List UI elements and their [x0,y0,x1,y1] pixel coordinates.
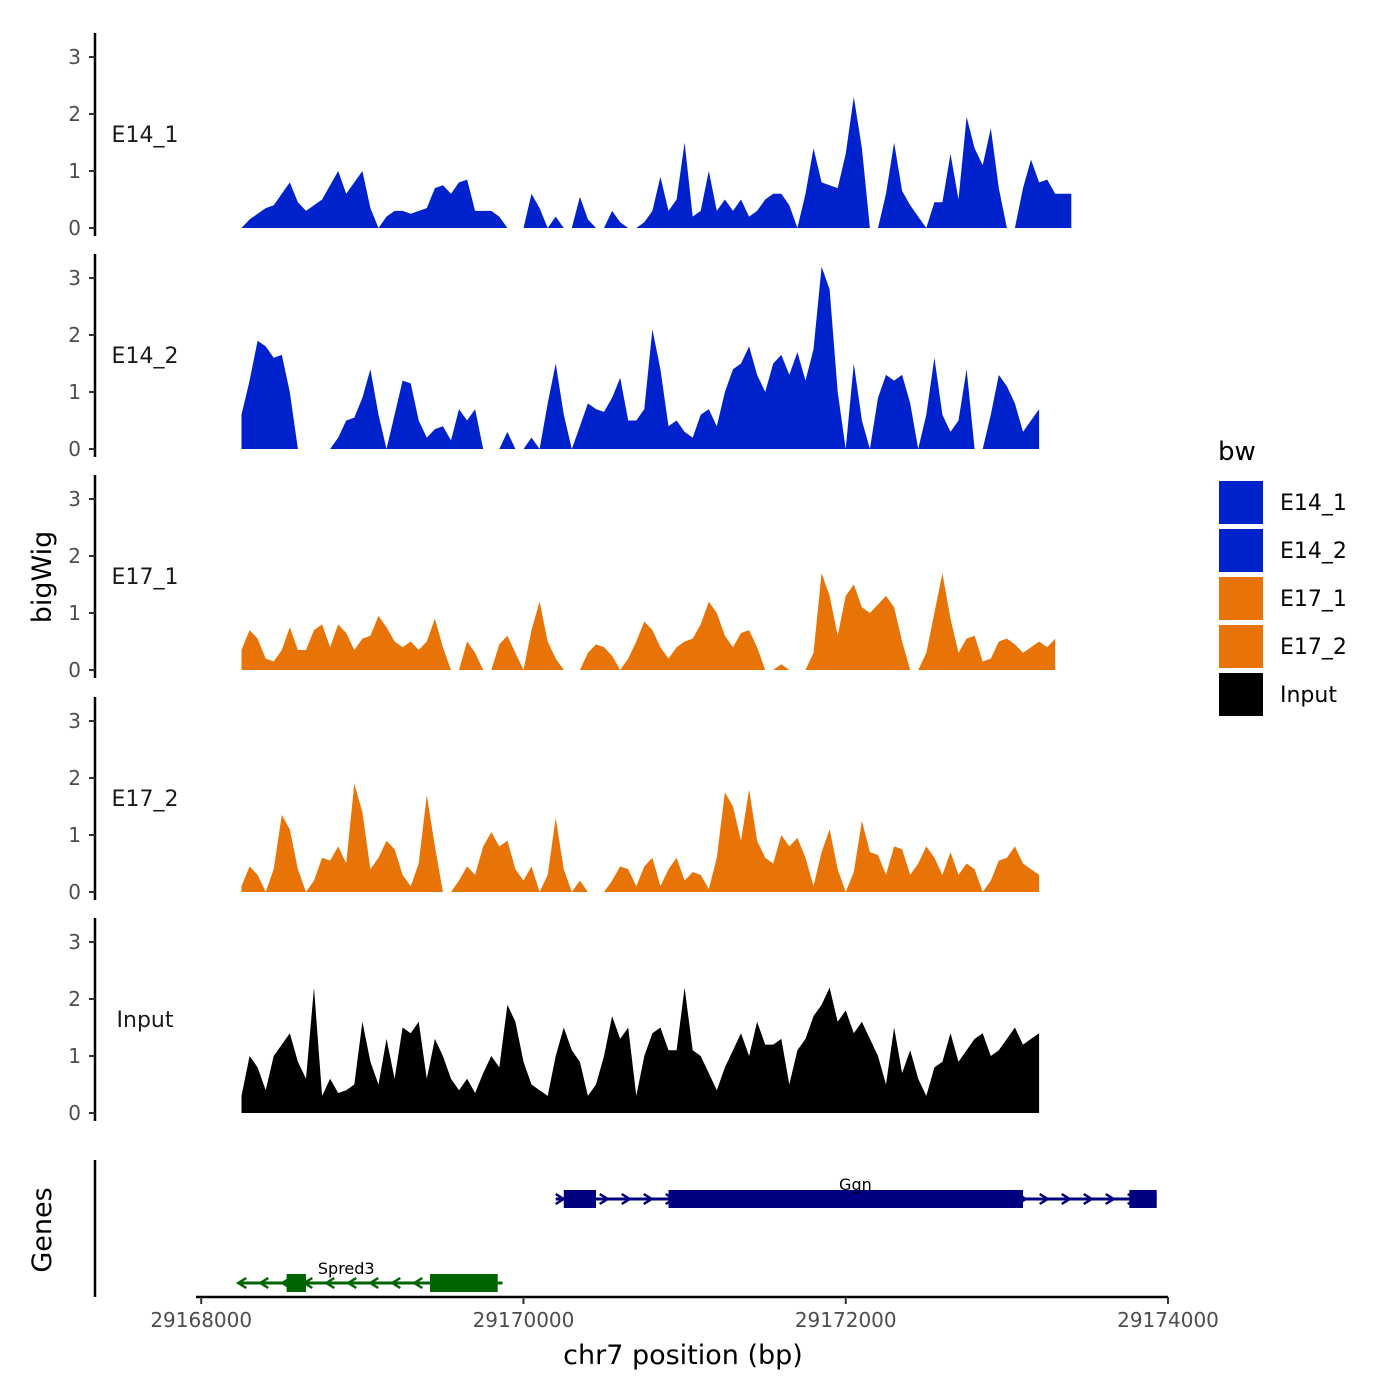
x-tick-label: 29168000 [150,1308,252,1332]
legend-swatch-e14_2 [1217,527,1265,574]
x-tick-label: 29170000 [473,1308,575,1332]
signal-track-e17_2: 0 1 2 3 E17_2 [68,697,1040,904]
y-tick-label: 1 [68,159,81,183]
gene-track-panel: Ggn Spred3 [93,1160,1157,1297]
y-tick-label: 0 [68,216,81,240]
y-tick-label: 3 [68,45,81,69]
legend-label-e17_2: E17_2 [1280,635,1347,660]
strand-arrow [323,1276,335,1290]
signal-area [241,96,1072,229]
gene-spred3: Spred3 [235,1259,503,1292]
legend-label-input: Input [1280,683,1337,708]
signal-area [241,783,1040,892]
signal-track-e17_1: 0 1 2 3 E17_1 [68,475,1056,682]
y-tick-label: 1 [68,823,81,847]
gene-label: Spred3 [318,1259,375,1278]
y-axis-title: bigWig [27,531,58,624]
gene-exon [430,1274,498,1292]
legend-title: bw [1218,437,1256,467]
gene-exon [958,1190,1023,1208]
y-tick-label: 0 [68,880,81,904]
gene-exon [563,1190,596,1208]
strand-arrow [257,1276,269,1290]
track-label: E17_2 [112,787,179,812]
y-tick-label: 2 [68,323,81,347]
strand-arrow [1061,1192,1073,1206]
y-tick-label: 0 [68,437,81,461]
legend-label-e14_2: E14_2 [1280,539,1347,564]
y-tick-label: 3 [68,930,81,954]
track-label: E17_1 [112,565,179,590]
strand-arrow [345,1276,357,1290]
strand-arrow [1039,1192,1051,1206]
signal-area [241,266,1040,449]
y-tick-label: 2 [68,102,81,126]
gene-label: Ggn [839,1175,872,1194]
strand-arrow [643,1192,655,1206]
y-tick-label: 3 [68,709,81,733]
y-tick-label: 3 [68,266,81,290]
y-tick-label: 1 [68,380,81,404]
strand-arrow [411,1276,423,1290]
signal-area [241,573,1056,670]
strand-arrow [1083,1192,1095,1206]
y-tick-label: 2 [68,987,81,1011]
x-axis-title: chr7 position (bp) [563,1340,803,1371]
gene-ggn: Ggn [555,1175,1157,1208]
track-label: E14_2 [112,344,179,369]
gene-exon [668,1190,975,1208]
legend: bw E14_1 E14_2 E17_1 E17_2 Input [1217,437,1347,718]
legend-swatch-e17_2 [1217,623,1265,670]
signal-track-e14_1: 0 1 2 3 E14_1 [68,33,1072,240]
y-tick-label: 3 [68,487,81,511]
track-label: E14_1 [112,123,179,148]
y-tick-label: 2 [68,544,81,568]
strand-arrow [599,1192,611,1206]
signal-track-e14_2: 0 1 2 3 E14_2 [68,254,1040,461]
strand-arrow [1105,1192,1117,1206]
legend-swatch-e14_1 [1217,479,1265,526]
y-tick-label: 1 [68,1044,81,1068]
gene-exon [286,1274,306,1292]
x-axis: 29168000 29170000 29172000 29174000 [150,1295,1219,1332]
axis-titles: bigWig Genes chr7 position (bp) [27,531,803,1371]
genes-axis-title: Genes [27,1187,58,1272]
legend-swatch-e17_1 [1217,575,1265,622]
strand-arrow [621,1192,633,1206]
y-tick-label: 0 [68,658,81,682]
x-tick-label: 29174000 [1117,1308,1219,1332]
gene-exon [1129,1190,1157,1208]
y-tick-label: 0 [68,1101,81,1125]
y-tick-label: 2 [68,766,81,790]
strand-arrow [367,1276,379,1290]
signal-area [241,987,1040,1113]
strand-arrow [389,1276,401,1290]
legend-swatch-input [1217,671,1265,718]
track-label: Input [117,1008,174,1033]
legend-label-e14_1: E14_1 [1280,491,1347,516]
y-tick-label: 1 [68,601,81,625]
strand-arrow [555,1192,567,1206]
signal-panels: 0 1 2 3 E14_1 0 1 2 3 E14_2 0 1 2 3 E17_1 0 1 2 3 E17_2 0 1 2 3… [68,33,1072,1125]
legend-label-e17_1: E17_1 [1280,587,1347,612]
strand-arrow [235,1276,247,1290]
signal-track-input: 0 1 2 3 Input [68,918,1040,1125]
x-tick-label: 29172000 [795,1308,897,1332]
